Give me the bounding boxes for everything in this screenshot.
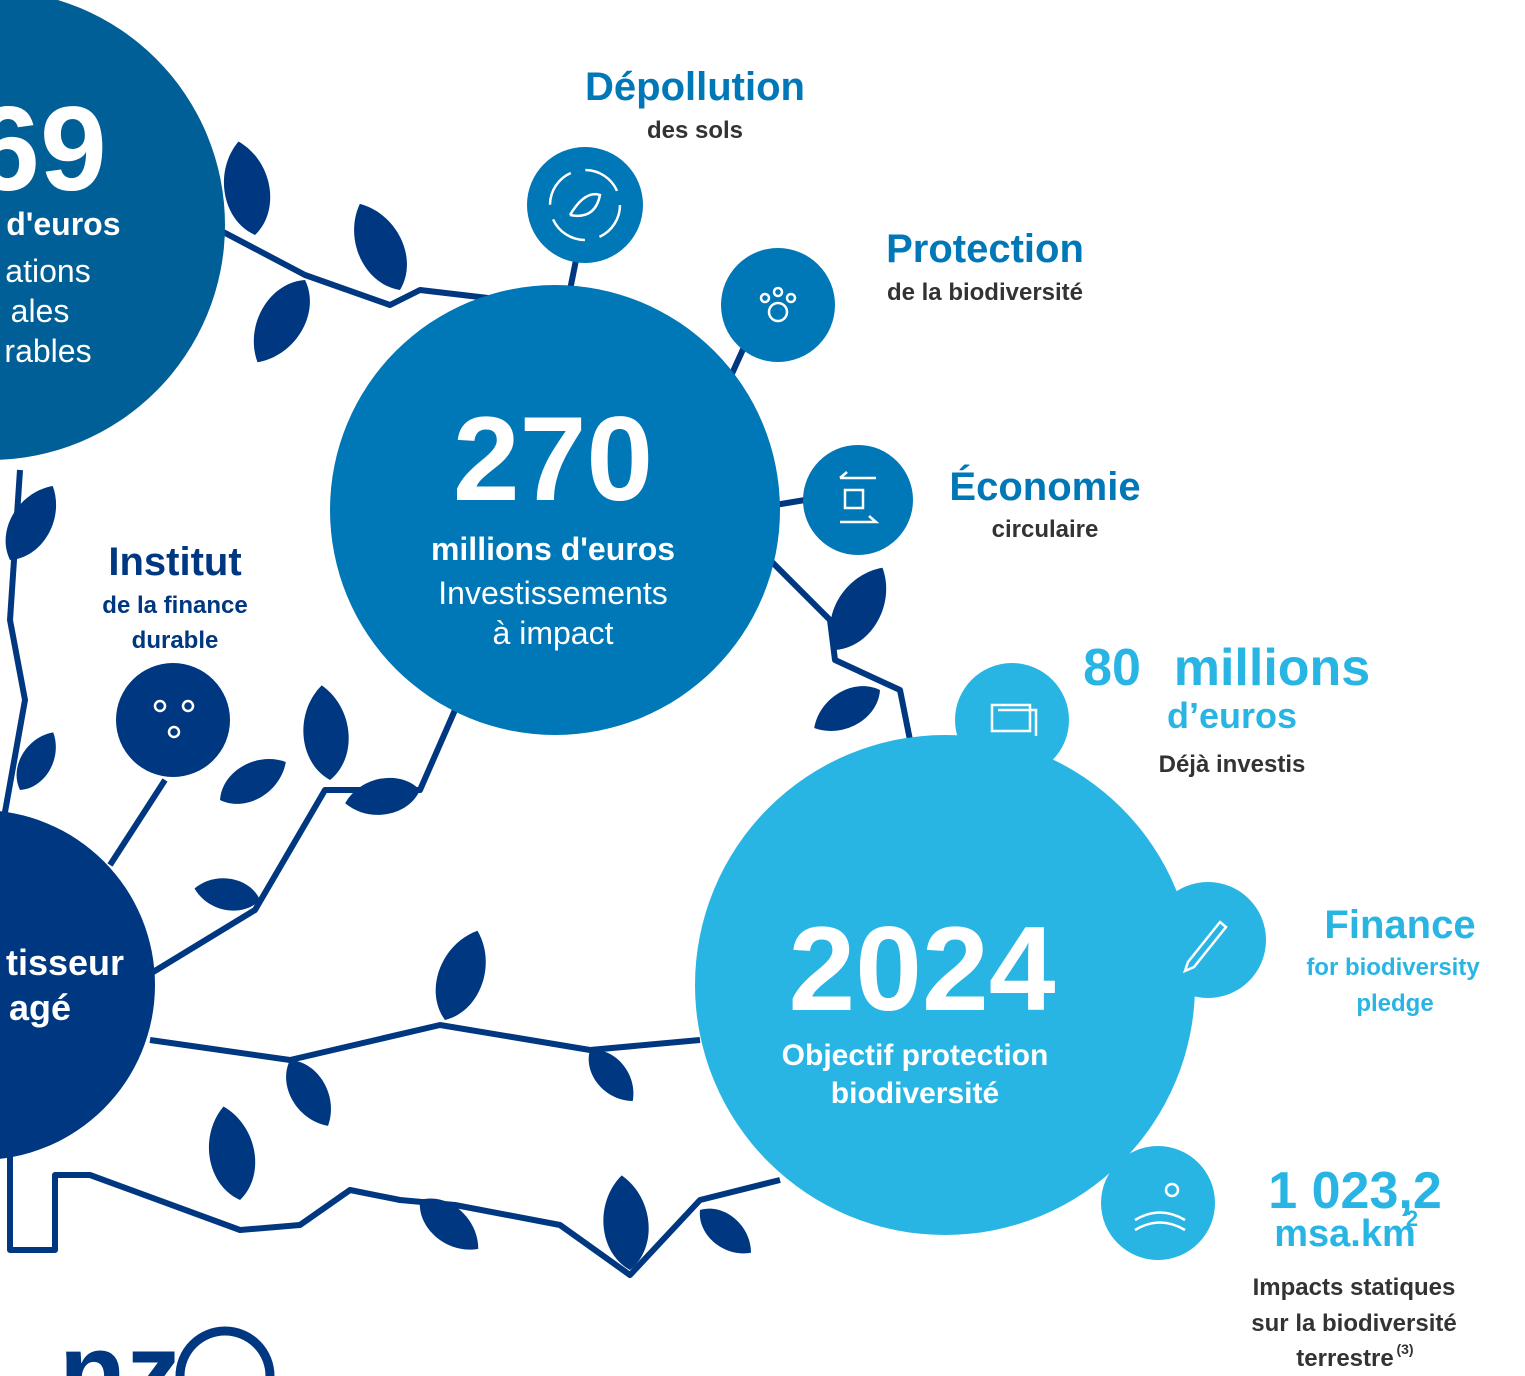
unit: s d'euros xyxy=(0,206,120,242)
unit: msa.km xyxy=(1274,1213,1416,1255)
title: Institut xyxy=(108,540,241,584)
logo-mark xyxy=(175,1326,275,1376)
icon-depollution xyxy=(527,147,643,263)
title: Économie xyxy=(949,464,1140,509)
title: Finance xyxy=(1324,903,1475,947)
line: Impacts statiques xyxy=(1253,1274,1456,1301)
icons xyxy=(153,168,1228,1232)
title: Dépollution xyxy=(585,65,805,109)
line: à impact xyxy=(493,615,614,651)
logo-text: nz xyxy=(59,1311,181,1376)
note: (3) xyxy=(1396,1341,1413,1357)
unit-sup: 2 xyxy=(1406,1206,1418,1231)
texts: 69 s d'euros ations ales rables 270 mill… xyxy=(0,65,1480,1376)
line: biodiversité xyxy=(831,1077,999,1110)
value: 80 xyxy=(1083,639,1141,697)
circle-left-top xyxy=(0,0,225,460)
line: ations xyxy=(5,253,90,289)
line: for biodiversity xyxy=(1306,954,1480,981)
title: Protection xyxy=(886,227,1084,271)
icon-economie xyxy=(803,445,913,555)
circle-investor xyxy=(0,811,155,1159)
line: Investissements xyxy=(438,575,667,611)
icon-msa xyxy=(1101,1146,1215,1260)
circle-objective xyxy=(695,735,1195,1235)
unit: millions xyxy=(1174,639,1370,697)
subtitle: de la biodiversité xyxy=(887,279,1083,306)
line: terrestre xyxy=(1296,1345,1393,1372)
icon-protection xyxy=(721,248,835,362)
line: agé xyxy=(9,987,71,1028)
unit: d’euros xyxy=(1167,695,1297,736)
value: 69 xyxy=(0,82,107,216)
icon-finance xyxy=(1150,882,1266,998)
value: 1 023,2 xyxy=(1268,1162,1442,1220)
unit: millions d'euros xyxy=(431,531,675,567)
subtitle: circulaire xyxy=(992,516,1099,543)
line: de la finance xyxy=(102,592,247,619)
value: 2024 xyxy=(789,902,1056,1036)
line: sur la biodiversité xyxy=(1251,1310,1456,1337)
line: pledge xyxy=(1356,990,1433,1017)
icon-invested xyxy=(955,663,1069,777)
icon-institut xyxy=(116,663,230,777)
circles xyxy=(0,0,1266,1260)
line: ales xyxy=(11,293,70,329)
line: Objectif protection xyxy=(782,1039,1049,1072)
line: rables xyxy=(4,333,91,369)
line: tisseur xyxy=(6,942,124,983)
value: 270 xyxy=(453,392,653,526)
subtitle: des sols xyxy=(647,117,743,144)
subtitle: Déjà investis xyxy=(1159,751,1306,778)
circle-impact xyxy=(330,285,780,735)
line: durable xyxy=(132,627,219,654)
